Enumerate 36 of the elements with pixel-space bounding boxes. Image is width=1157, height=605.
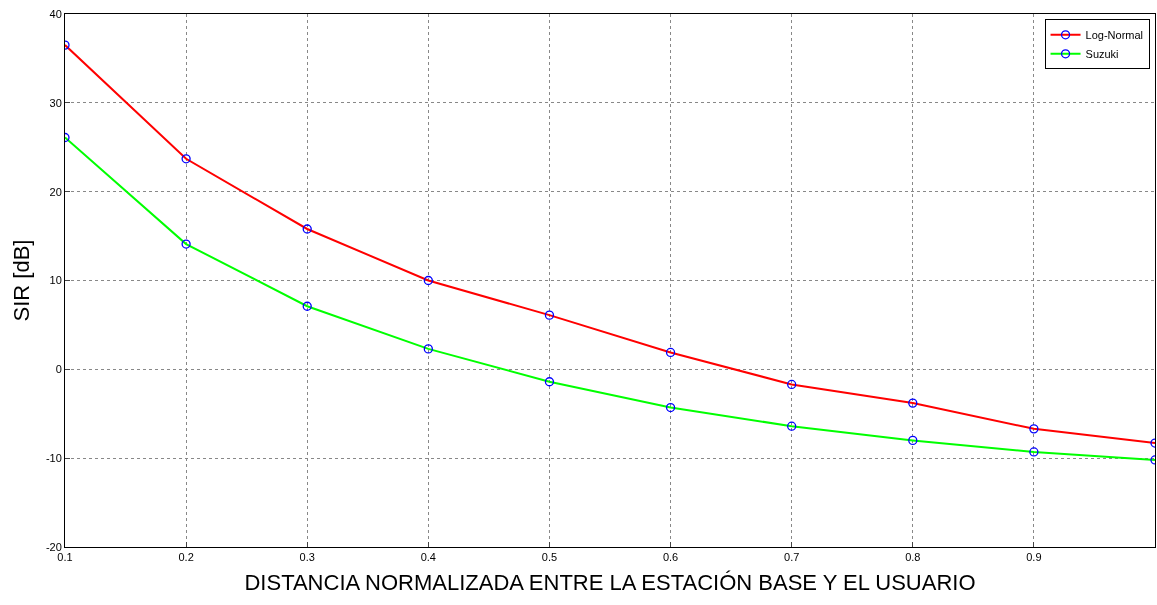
point bbox=[302, 224, 312, 234]
legend-label: Suzuki bbox=[1085, 48, 1119, 61]
point bbox=[787, 421, 797, 431]
point bbox=[1029, 424, 1039, 434]
x-axis-title: DISTANCIA NORMALIZADA ENTRE LA ESTACIÓN BASE Y EL USUARIO bbox=[244, 570, 976, 596]
point bbox=[181, 154, 191, 164]
x-tick-label: 0.5 bbox=[541, 551, 558, 564]
y-tick-label: 20 bbox=[49, 185, 62, 198]
x-tick-label: 0.6 bbox=[662, 551, 679, 564]
x-tick-label: 0.3 bbox=[299, 551, 315, 564]
point bbox=[908, 435, 918, 446]
x-tick-label: 0.9 bbox=[1026, 551, 1042, 564]
point bbox=[423, 275, 433, 286]
point bbox=[787, 379, 797, 390]
y-tick-label: 0 bbox=[55, 363, 62, 376]
y-tick-label: 10 bbox=[49, 274, 62, 287]
point bbox=[1029, 447, 1039, 457]
point bbox=[544, 310, 555, 320]
y-tick-label: 40 bbox=[49, 7, 62, 20]
y-tick-label: -20 bbox=[45, 540, 62, 553]
point bbox=[908, 398, 918, 408]
y-axis-title: SIR [dB] bbox=[8, 239, 34, 322]
legend-label: Log-Normal bbox=[1085, 29, 1144, 42]
point bbox=[181, 239, 191, 249]
x-tick-label: 0.7 bbox=[784, 551, 800, 564]
point bbox=[665, 402, 676, 413]
y-tick-label: -10 bbox=[45, 452, 62, 465]
point bbox=[423, 344, 433, 354]
point bbox=[665, 347, 676, 358]
x-tick-label: 0.2 bbox=[178, 551, 194, 564]
x-tick-label: 0.1 bbox=[57, 551, 73, 564]
point bbox=[544, 377, 555, 387]
x-tick-label: 0.4 bbox=[420, 551, 436, 564]
x-tick-label: 0.8 bbox=[905, 551, 921, 564]
y-tick-label: 30 bbox=[49, 96, 62, 109]
point bbox=[302, 301, 312, 311]
